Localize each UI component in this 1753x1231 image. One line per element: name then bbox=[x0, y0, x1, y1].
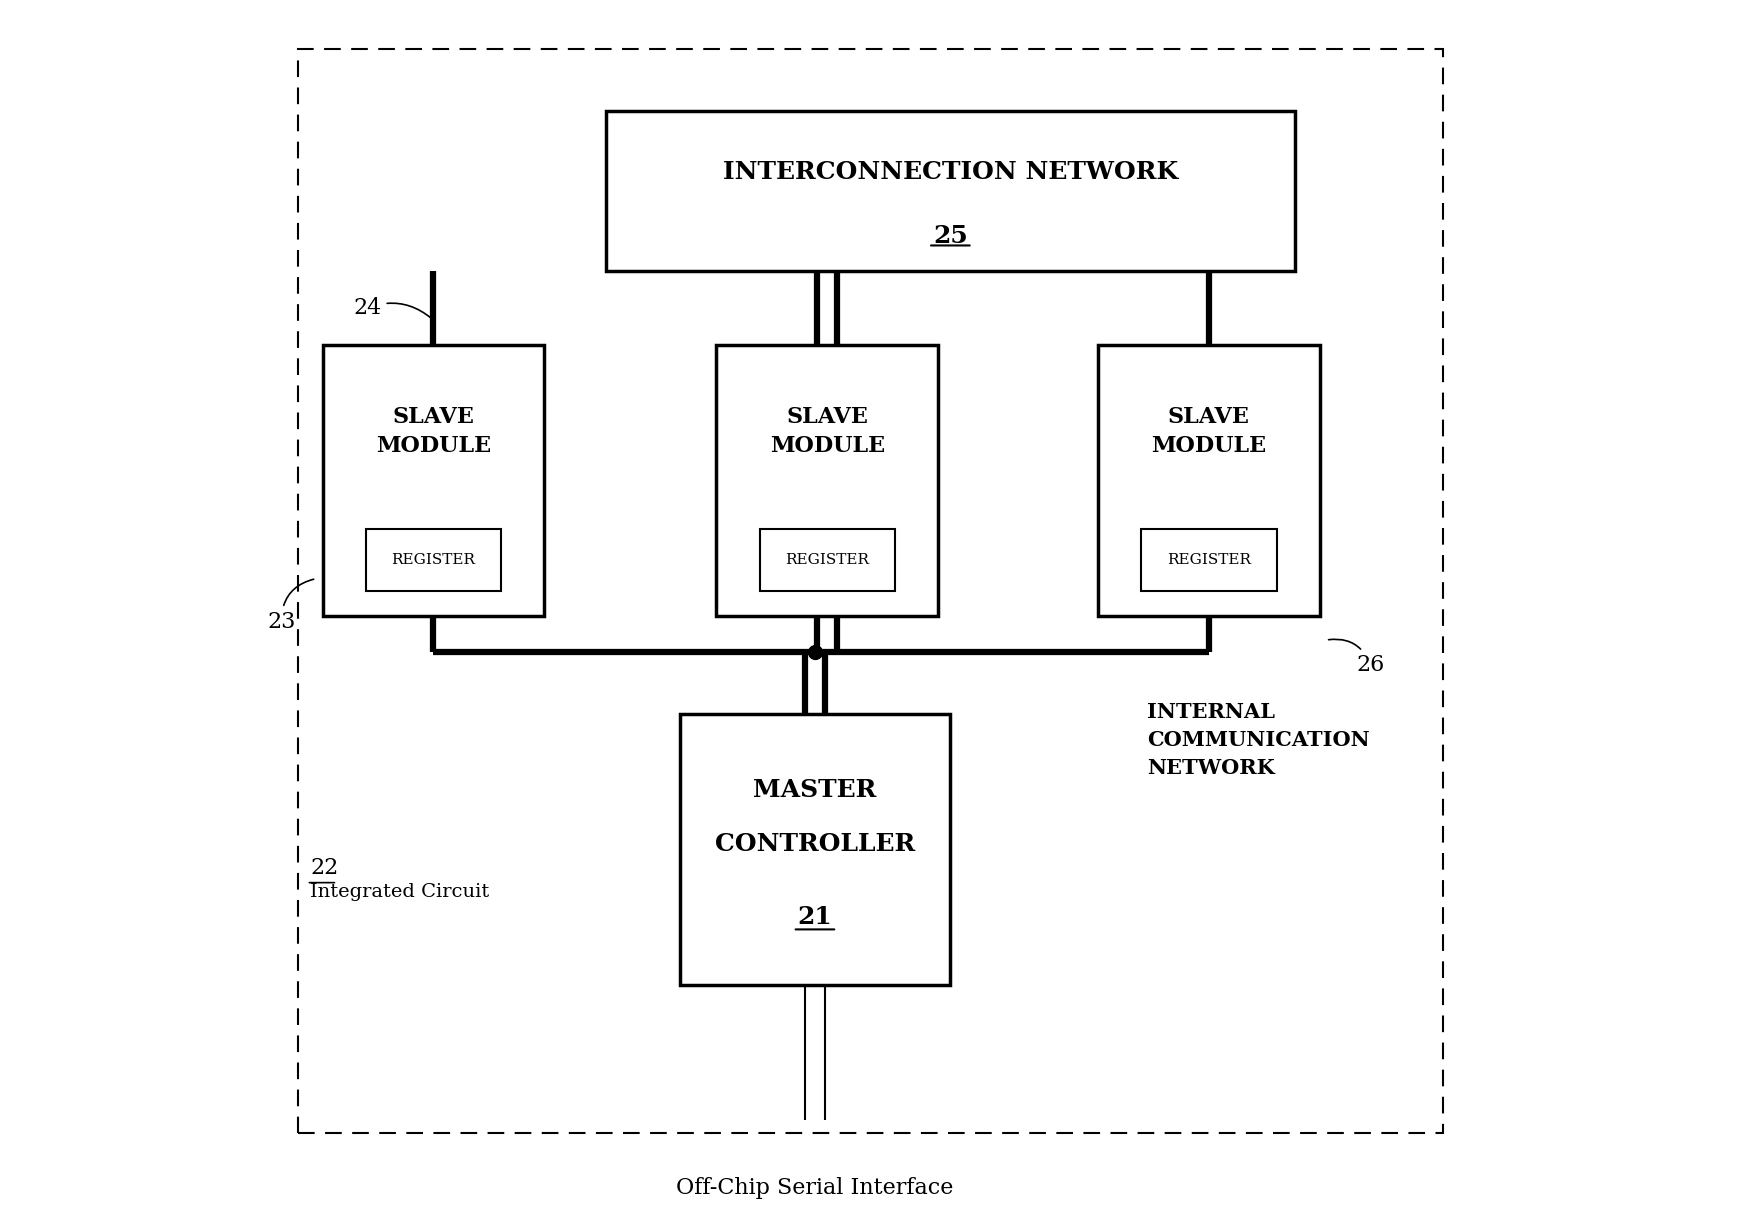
Text: REGISTER: REGISTER bbox=[391, 553, 475, 567]
Text: 23: 23 bbox=[266, 580, 314, 633]
Text: MASTER: MASTER bbox=[754, 778, 876, 801]
Text: 24: 24 bbox=[354, 297, 431, 319]
Text: 25: 25 bbox=[933, 224, 968, 247]
Text: SLAVE
MODULE: SLAVE MODULE bbox=[375, 406, 491, 457]
Text: SLAVE
MODULE: SLAVE MODULE bbox=[1152, 406, 1266, 457]
Text: Integrated Circuit: Integrated Circuit bbox=[310, 884, 489, 901]
Text: CONTROLLER: CONTROLLER bbox=[715, 832, 915, 856]
Bar bbox=[680, 714, 950, 985]
Bar bbox=[1141, 529, 1276, 591]
Text: SLAVE
MODULE: SLAVE MODULE bbox=[770, 406, 885, 457]
Text: 21: 21 bbox=[798, 905, 833, 929]
Text: 26: 26 bbox=[1329, 639, 1385, 676]
Text: 22: 22 bbox=[310, 857, 338, 879]
Bar bbox=[759, 529, 896, 591]
Text: INTERCONNECTION NETWORK: INTERCONNECTION NETWORK bbox=[722, 160, 1178, 183]
Bar bbox=[323, 345, 543, 616]
Text: REGISTER: REGISTER bbox=[785, 553, 869, 567]
Text: Off-Chip Serial Interface: Off-Chip Serial Interface bbox=[677, 1177, 954, 1199]
Text: INTERNAL
COMMUNICATION
NETWORK: INTERNAL COMMUNICATION NETWORK bbox=[1146, 702, 1371, 778]
Bar bbox=[366, 529, 501, 591]
Text: REGISTER: REGISTER bbox=[1167, 553, 1252, 567]
Bar bbox=[1097, 345, 1320, 616]
Bar bbox=[717, 345, 938, 616]
Bar bbox=[607, 111, 1295, 271]
